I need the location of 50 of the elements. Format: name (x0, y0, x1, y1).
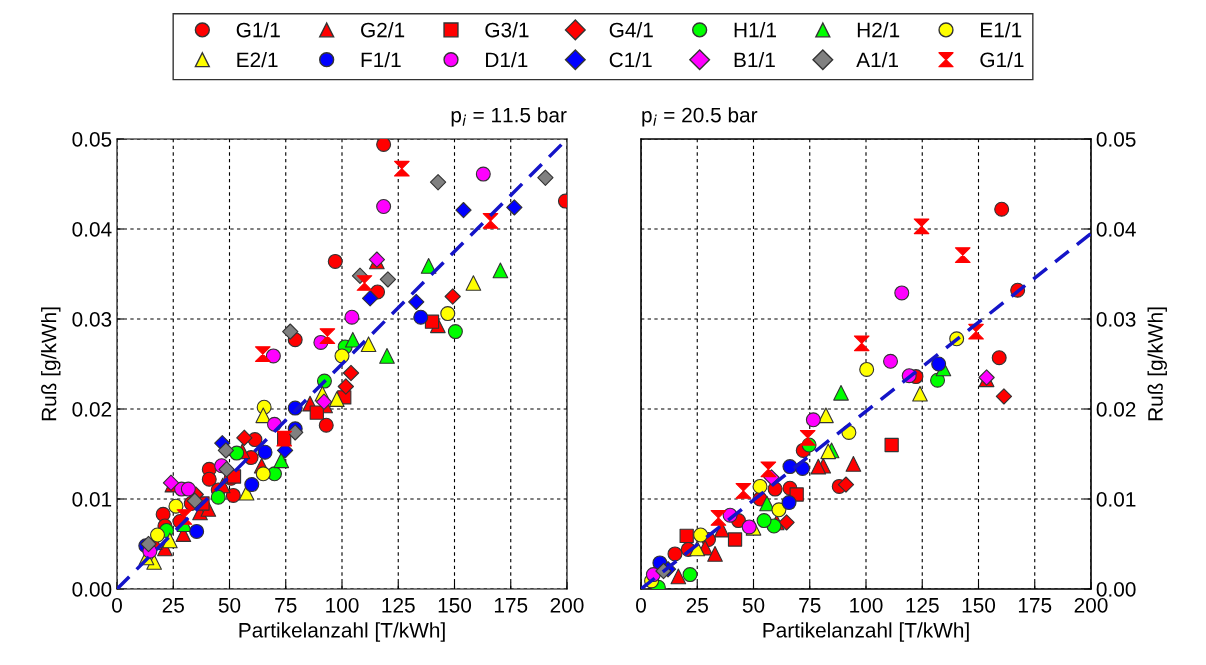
legend-label: C1/1 (609, 51, 652, 68)
y2-tick-label: 0.05 (1096, 132, 1136, 147)
legend-label: B1/1 (734, 51, 775, 68)
x-tick-label: 175 (494, 598, 528, 613)
legend-label: H1/1 (734, 22, 776, 38)
y-tick-label: 0.00 (72, 582, 112, 597)
x-tick-label: 75 (799, 598, 821, 613)
x-tick-label: 100 (850, 597, 883, 613)
x-tick-label: 200 (550, 597, 584, 613)
y2-axis-title: Ruß [g/kWh] (1147, 307, 1167, 421)
y-tick-label: 0.05 (72, 132, 112, 147)
y-tick-label: 0.04 (72, 222, 112, 237)
legend-label: G1/1 (980, 51, 1024, 68)
legend-label: H2/1 (857, 22, 900, 38)
y2-tick-label: 0.02 (1096, 402, 1136, 417)
y2-tick-label: 0.03 (1096, 312, 1136, 327)
legend-label: G3/1 (485, 22, 529, 38)
legend-label: D1/1 (486, 51, 528, 68)
x-tick-label: 50 (218, 597, 241, 613)
x-tick-label: 0 (636, 597, 646, 613)
x-tick-label: 0 (112, 597, 122, 613)
x-tick-label: 125 (382, 597, 415, 613)
legend-label: G2/1 (361, 22, 405, 38)
x-tick-label: 175 (1018, 598, 1052, 613)
x-tick-label: 75 (275, 598, 297, 613)
legend-label: G1/1 (236, 22, 280, 38)
x-tick-label: 150 (962, 597, 996, 613)
y2-tick-label: 0.04 (1096, 222, 1136, 237)
y-tick-label: 0.02 (72, 402, 112, 417)
legend-label: F1/1 (361, 51, 401, 68)
x-tick-label: 25 (686, 597, 708, 613)
x-axis-title: Partikelanzahl [T/kWh] (763, 622, 969, 642)
y-axis-title: Ruß [g/kWh] (41, 307, 61, 421)
chart-title: p$_{i}$ = 11.5 bar (451, 107, 567, 127)
x-tick-label: 150 (438, 597, 472, 613)
x-tick-label: 200 (1074, 597, 1108, 613)
x-tick-label: 100 (326, 597, 359, 613)
legend-label: E1/1 (981, 22, 1022, 38)
x-tick-label: 50 (742, 597, 765, 613)
legend-label: E2/1 (237, 51, 278, 68)
y-tick-label: 0.03 (72, 312, 112, 327)
y-tick-label: 0.01 (72, 492, 112, 507)
legend-label: G4/1 (609, 22, 653, 38)
x-tick-label: 25 (162, 597, 184, 613)
x-axis-title: Partikelanzahl [T/kWh] (239, 622, 445, 642)
y2-tick-label: 0.00 (1096, 582, 1136, 597)
y2-tick-label: 0.01 (1096, 492, 1136, 507)
legend-label: A1/1 (856, 51, 898, 68)
chart-title: p$_{i}$ = 20.5 bar (642, 107, 758, 127)
x-tick-label: 125 (906, 597, 939, 613)
